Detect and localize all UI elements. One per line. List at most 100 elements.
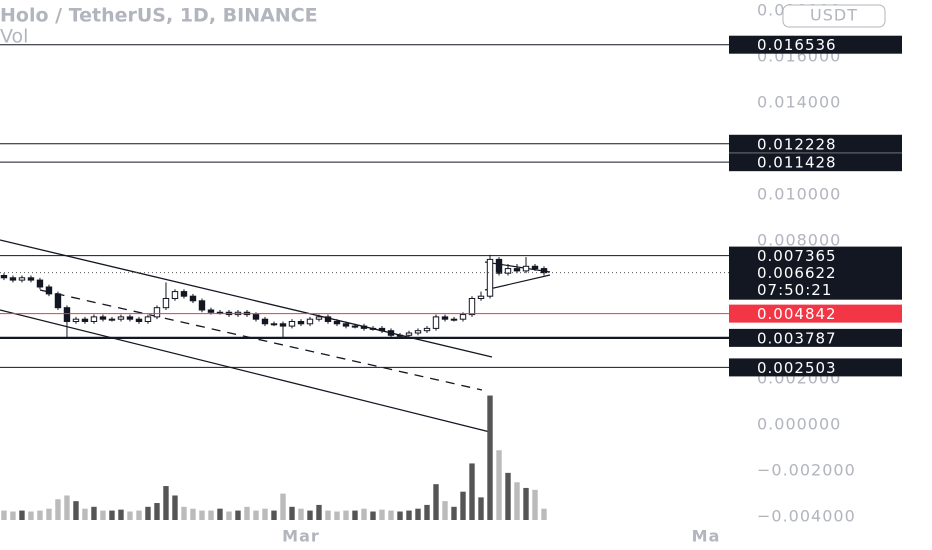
level-box (729, 358, 902, 377)
volume-bar (145, 506, 151, 520)
volume-bar (55, 499, 61, 520)
level-label: 0.006622 (757, 264, 837, 282)
candle-body (9, 277, 17, 281)
volume-bar (262, 508, 268, 520)
level-box (729, 153, 902, 172)
volume-bar (397, 511, 403, 520)
level-label: 0.004842 (757, 305, 837, 323)
volume-bar (226, 511, 232, 520)
candle-body (63, 307, 71, 322)
volume-bar (289, 506, 295, 520)
y-tick-label: 0.008000 (757, 230, 841, 249)
candle-body (90, 316, 98, 322)
candle-body (81, 318, 89, 322)
volume-bar (19, 510, 25, 520)
candle-body (522, 265, 530, 272)
volume-bar (271, 510, 277, 520)
level-box (729, 328, 902, 347)
candle-body (108, 318, 116, 321)
candle-body (378, 327, 386, 332)
volume-bar (118, 509, 124, 520)
y-tick-label: −0.002000 (757, 460, 856, 479)
candle-body (432, 316, 440, 329)
volume-bar (343, 510, 349, 520)
volume-bar (163, 486, 169, 520)
candle-body (387, 330, 395, 336)
volume-bar (505, 472, 511, 520)
y-tick-label: −0.004000 (757, 506, 856, 525)
level-box (729, 263, 902, 300)
volume-bar (73, 501, 79, 520)
candle-body (351, 325, 359, 328)
level-box (729, 246, 902, 265)
candle-body (450, 318, 458, 321)
volume-bar (127, 511, 133, 520)
candle-body (153, 307, 161, 318)
candle-body (18, 277, 26, 281)
candle-body (297, 320, 305, 325)
volume-bar (28, 511, 34, 520)
level-label: 0.002503 (757, 359, 837, 377)
candle-body (36, 279, 44, 288)
candle-body (369, 327, 377, 330)
volume-bar (253, 510, 259, 520)
candle-body (477, 295, 485, 299)
candle-body (180, 291, 188, 297)
chart-title: Holo / TetherUS, 1D, BINANCE (0, 5, 318, 27)
level-box (729, 134, 902, 153)
candle-body (423, 327, 431, 332)
candle-body (198, 300, 206, 311)
level-label: 0.012228 (757, 135, 837, 153)
volume-bar (514, 482, 520, 520)
volume-bar (199, 510, 205, 520)
x-tick-label: Mar (282, 527, 320, 546)
currency-label: USDT (810, 6, 858, 25)
candle-body (396, 334, 404, 337)
volume-bar (379, 509, 385, 520)
countdown: 07:50:21 (757, 281, 832, 299)
volume-bar (316, 504, 322, 520)
volume-bar (217, 508, 223, 520)
candle-body (405, 332, 413, 336)
level-box (729, 35, 902, 54)
volume-bar (388, 510, 394, 520)
candle-body (279, 323, 287, 327)
currency-button[interactable] (782, 4, 886, 28)
candle-body (144, 316, 152, 322)
candle-body (270, 323, 278, 326)
volume-bar (532, 489, 538, 520)
volume-bar (10, 511, 16, 520)
volume-bar (91, 506, 97, 520)
candle-body (315, 316, 323, 320)
volume-bar (298, 508, 304, 520)
level-label: 0.011428 (757, 154, 837, 172)
candle-body (441, 316, 449, 320)
volume-bar (1, 510, 7, 520)
volume-bar (424, 504, 430, 520)
volume-bar (541, 508, 547, 520)
candle-body (486, 258, 494, 297)
level-box (729, 304, 902, 323)
candle-body (540, 268, 548, 274)
y-tick-label: 0.000000 (757, 414, 841, 433)
level-label: 0.007365 (757, 247, 837, 265)
volume-bar (433, 484, 439, 520)
volume-bar (64, 495, 70, 520)
candle-body (72, 318, 80, 322)
volume-bar (100, 510, 106, 520)
x-tick-label: Ma (692, 527, 721, 546)
candle-body (252, 314, 260, 320)
volume-bar (325, 510, 331, 520)
volume-bar (352, 510, 358, 520)
y-tick-label: 0.014000 (757, 93, 841, 112)
volume-bar (82, 508, 88, 520)
candle-body (126, 316, 134, 320)
volume-bar (190, 508, 196, 520)
candle-body (117, 316, 125, 320)
volume-bar (361, 508, 367, 520)
volume-bar (154, 503, 160, 520)
candle-body (99, 316, 107, 320)
candle-body (27, 277, 35, 281)
volume-bar (451, 506, 457, 520)
